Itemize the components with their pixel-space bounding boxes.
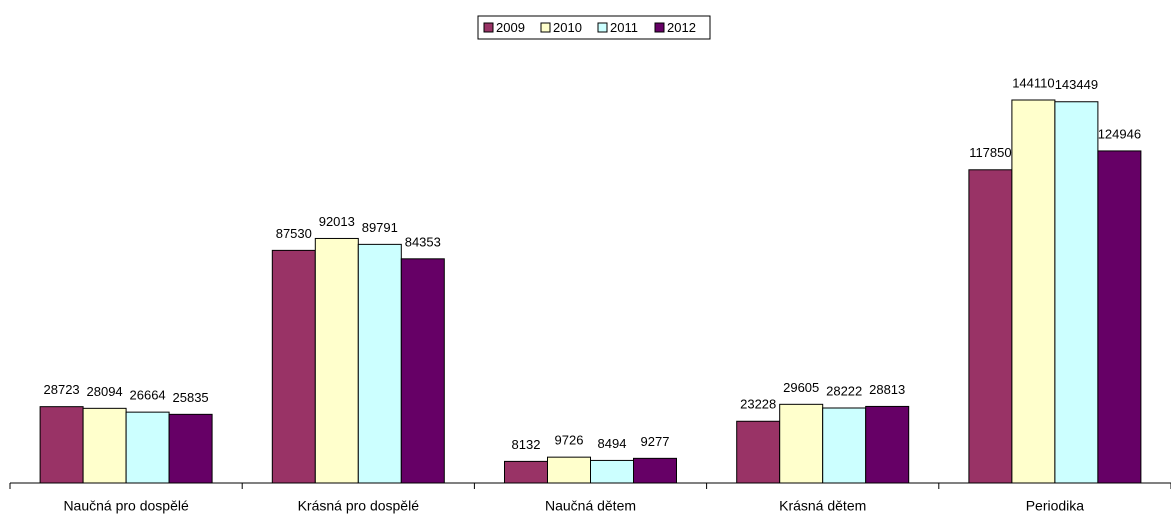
bar	[590, 459, 634, 484]
x-tick-label: Naučná pro dospělé	[63, 498, 189, 514]
x-tick-label: Krásná dětem	[779, 498, 866, 514]
x-tick-label: Naučná dětem	[545, 498, 636, 514]
legend-box	[477, 15, 711, 40]
legend-swatch	[483, 22, 494, 33]
data-label: 25835	[173, 390, 209, 405]
data-label: 26664	[130, 388, 166, 403]
data-label: 87530	[276, 226, 312, 241]
bar	[779, 403, 824, 484]
data-label: 124946	[1098, 126, 1141, 141]
bar	[271, 249, 316, 484]
legend-swatch	[597, 22, 608, 33]
legend-label: 2012	[667, 20, 696, 35]
bar	[736, 420, 781, 484]
bar	[822, 407, 867, 484]
data-label: 23228	[740, 397, 776, 412]
x-tick-label: Krásná pro dospělé	[298, 498, 420, 514]
bar	[504, 460, 548, 484]
bar	[314, 237, 359, 484]
data-label: 89791	[362, 220, 398, 235]
data-label: 29605	[783, 380, 819, 395]
legend-swatch	[540, 22, 551, 33]
bar	[1097, 150, 1142, 484]
bar	[1011, 99, 1056, 484]
bar	[168, 413, 213, 484]
x-tick-label: Periodika	[1026, 498, 1085, 514]
bar	[865, 405, 910, 484]
bar	[82, 407, 127, 484]
bar	[633, 457, 677, 484]
bar	[357, 243, 402, 484]
data-label: 8132	[512, 437, 541, 452]
data-label: 9726	[555, 433, 584, 448]
data-label: 84353	[405, 234, 441, 249]
legend-swatch	[654, 22, 665, 33]
legend-label: 2009	[496, 20, 525, 35]
legend: 2009 2010 2011 2012	[477, 15, 711, 40]
data-label: 92013	[319, 214, 355, 229]
data-label: 28222	[826, 383, 862, 398]
data-label: 28723	[44, 382, 80, 397]
data-label: 144110	[1012, 75, 1054, 90]
bar	[125, 411, 170, 484]
data-label: 28813	[869, 382, 905, 397]
bar	[1054, 101, 1099, 484]
data-label: 28094	[87, 384, 123, 399]
bar	[968, 169, 1013, 484]
data-label: 143449	[1055, 77, 1098, 92]
bar	[547, 456, 591, 484]
bar	[400, 258, 445, 484]
data-label: 9277	[641, 434, 670, 449]
legend-label: 2011	[610, 20, 638, 35]
data-label: 8494	[598, 436, 627, 451]
data-label: 117850	[969, 145, 1011, 160]
bar	[39, 406, 84, 484]
legend-label: 2010	[553, 20, 582, 35]
